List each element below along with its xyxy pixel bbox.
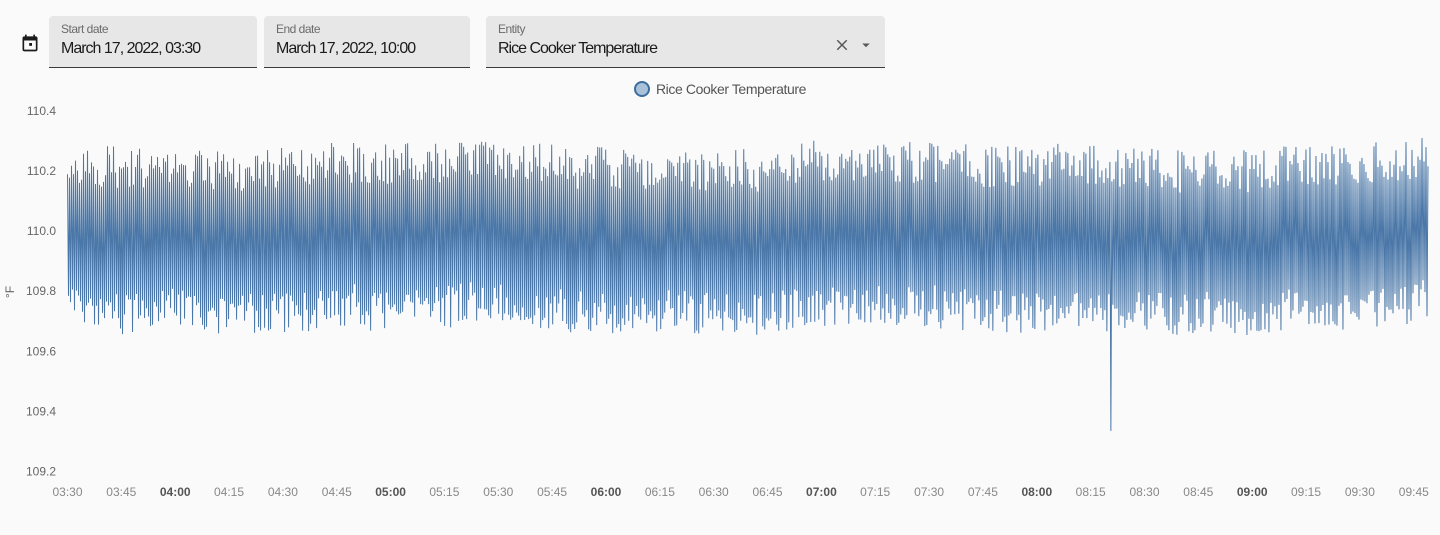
- svg-text:05:30: 05:30: [483, 485, 513, 499]
- svg-text:05:15: 05:15: [429, 485, 459, 499]
- svg-text:08:00: 08:00: [1021, 485, 1052, 499]
- svg-text:09:45: 09:45: [1399, 485, 1429, 499]
- svg-text:06:00: 06:00: [591, 485, 622, 499]
- svg-text:06:30: 06:30: [699, 485, 729, 499]
- svg-text:03:30: 03:30: [52, 485, 82, 499]
- svg-text:08:30: 08:30: [1129, 485, 1159, 499]
- svg-text:05:00: 05:00: [375, 485, 406, 499]
- svg-text:07:30: 07:30: [914, 485, 944, 499]
- svg-text:07:45: 07:45: [968, 485, 998, 499]
- svg-text:109.8: 109.8: [26, 284, 56, 298]
- svg-text:109.2: 109.2: [26, 464, 56, 478]
- svg-text:109.4: 109.4: [26, 404, 56, 418]
- svg-text:07:15: 07:15: [860, 485, 890, 499]
- svg-text:04:30: 04:30: [268, 485, 298, 499]
- svg-text:08:45: 08:45: [1183, 485, 1213, 499]
- svg-text:05:45: 05:45: [537, 485, 567, 499]
- svg-text:04:15: 04:15: [214, 485, 244, 499]
- svg-text:110.0: 110.0: [27, 224, 56, 238]
- svg-text:09:30: 09:30: [1345, 485, 1375, 499]
- svg-text:09:15: 09:15: [1291, 485, 1321, 499]
- svg-text:06:45: 06:45: [752, 485, 782, 499]
- svg-text:06:15: 06:15: [645, 485, 675, 499]
- svg-text:110.2: 110.2: [27, 164, 56, 178]
- svg-text:°F: °F: [3, 286, 17, 298]
- svg-text:04:00: 04:00: [160, 485, 191, 499]
- svg-text:109.6: 109.6: [26, 344, 56, 358]
- svg-text:07:00: 07:00: [806, 485, 837, 499]
- svg-text:110.4: 110.4: [27, 104, 56, 118]
- svg-text:09:00: 09:00: [1237, 485, 1268, 499]
- svg-text:03:45: 03:45: [106, 485, 136, 499]
- svg-text:04:45: 04:45: [322, 485, 352, 499]
- svg-text:08:15: 08:15: [1076, 485, 1106, 499]
